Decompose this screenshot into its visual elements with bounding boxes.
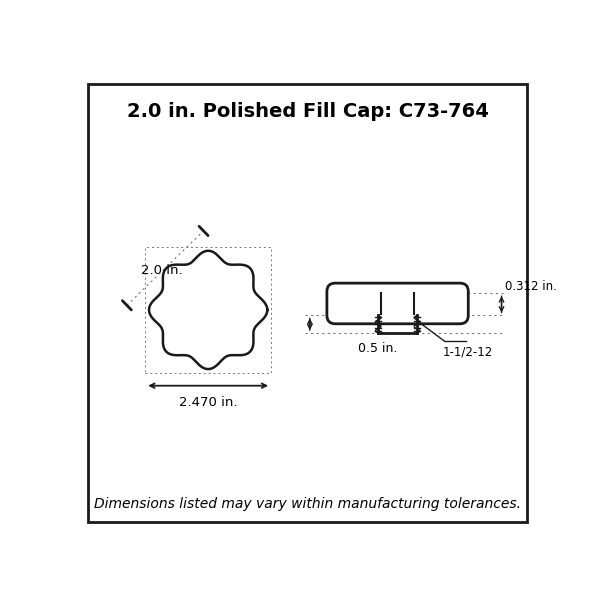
Text: 0.312 in.: 0.312 in. xyxy=(505,280,557,293)
Bar xyxy=(145,247,271,373)
Text: 2.470 in.: 2.470 in. xyxy=(179,396,238,409)
Text: 2.0 in.: 2.0 in. xyxy=(141,264,182,277)
FancyBboxPatch shape xyxy=(327,283,468,324)
Text: Dimensions listed may vary within manufacturing tolerances.: Dimensions listed may vary within manufa… xyxy=(94,497,521,511)
Text: 0.5 in.: 0.5 in. xyxy=(358,342,398,355)
Text: 2.0 in. Polished Fill Cap: C73-764: 2.0 in. Polished Fill Cap: C73-764 xyxy=(127,102,488,121)
Text: 1-1/2-12: 1-1/2-12 xyxy=(442,345,493,358)
